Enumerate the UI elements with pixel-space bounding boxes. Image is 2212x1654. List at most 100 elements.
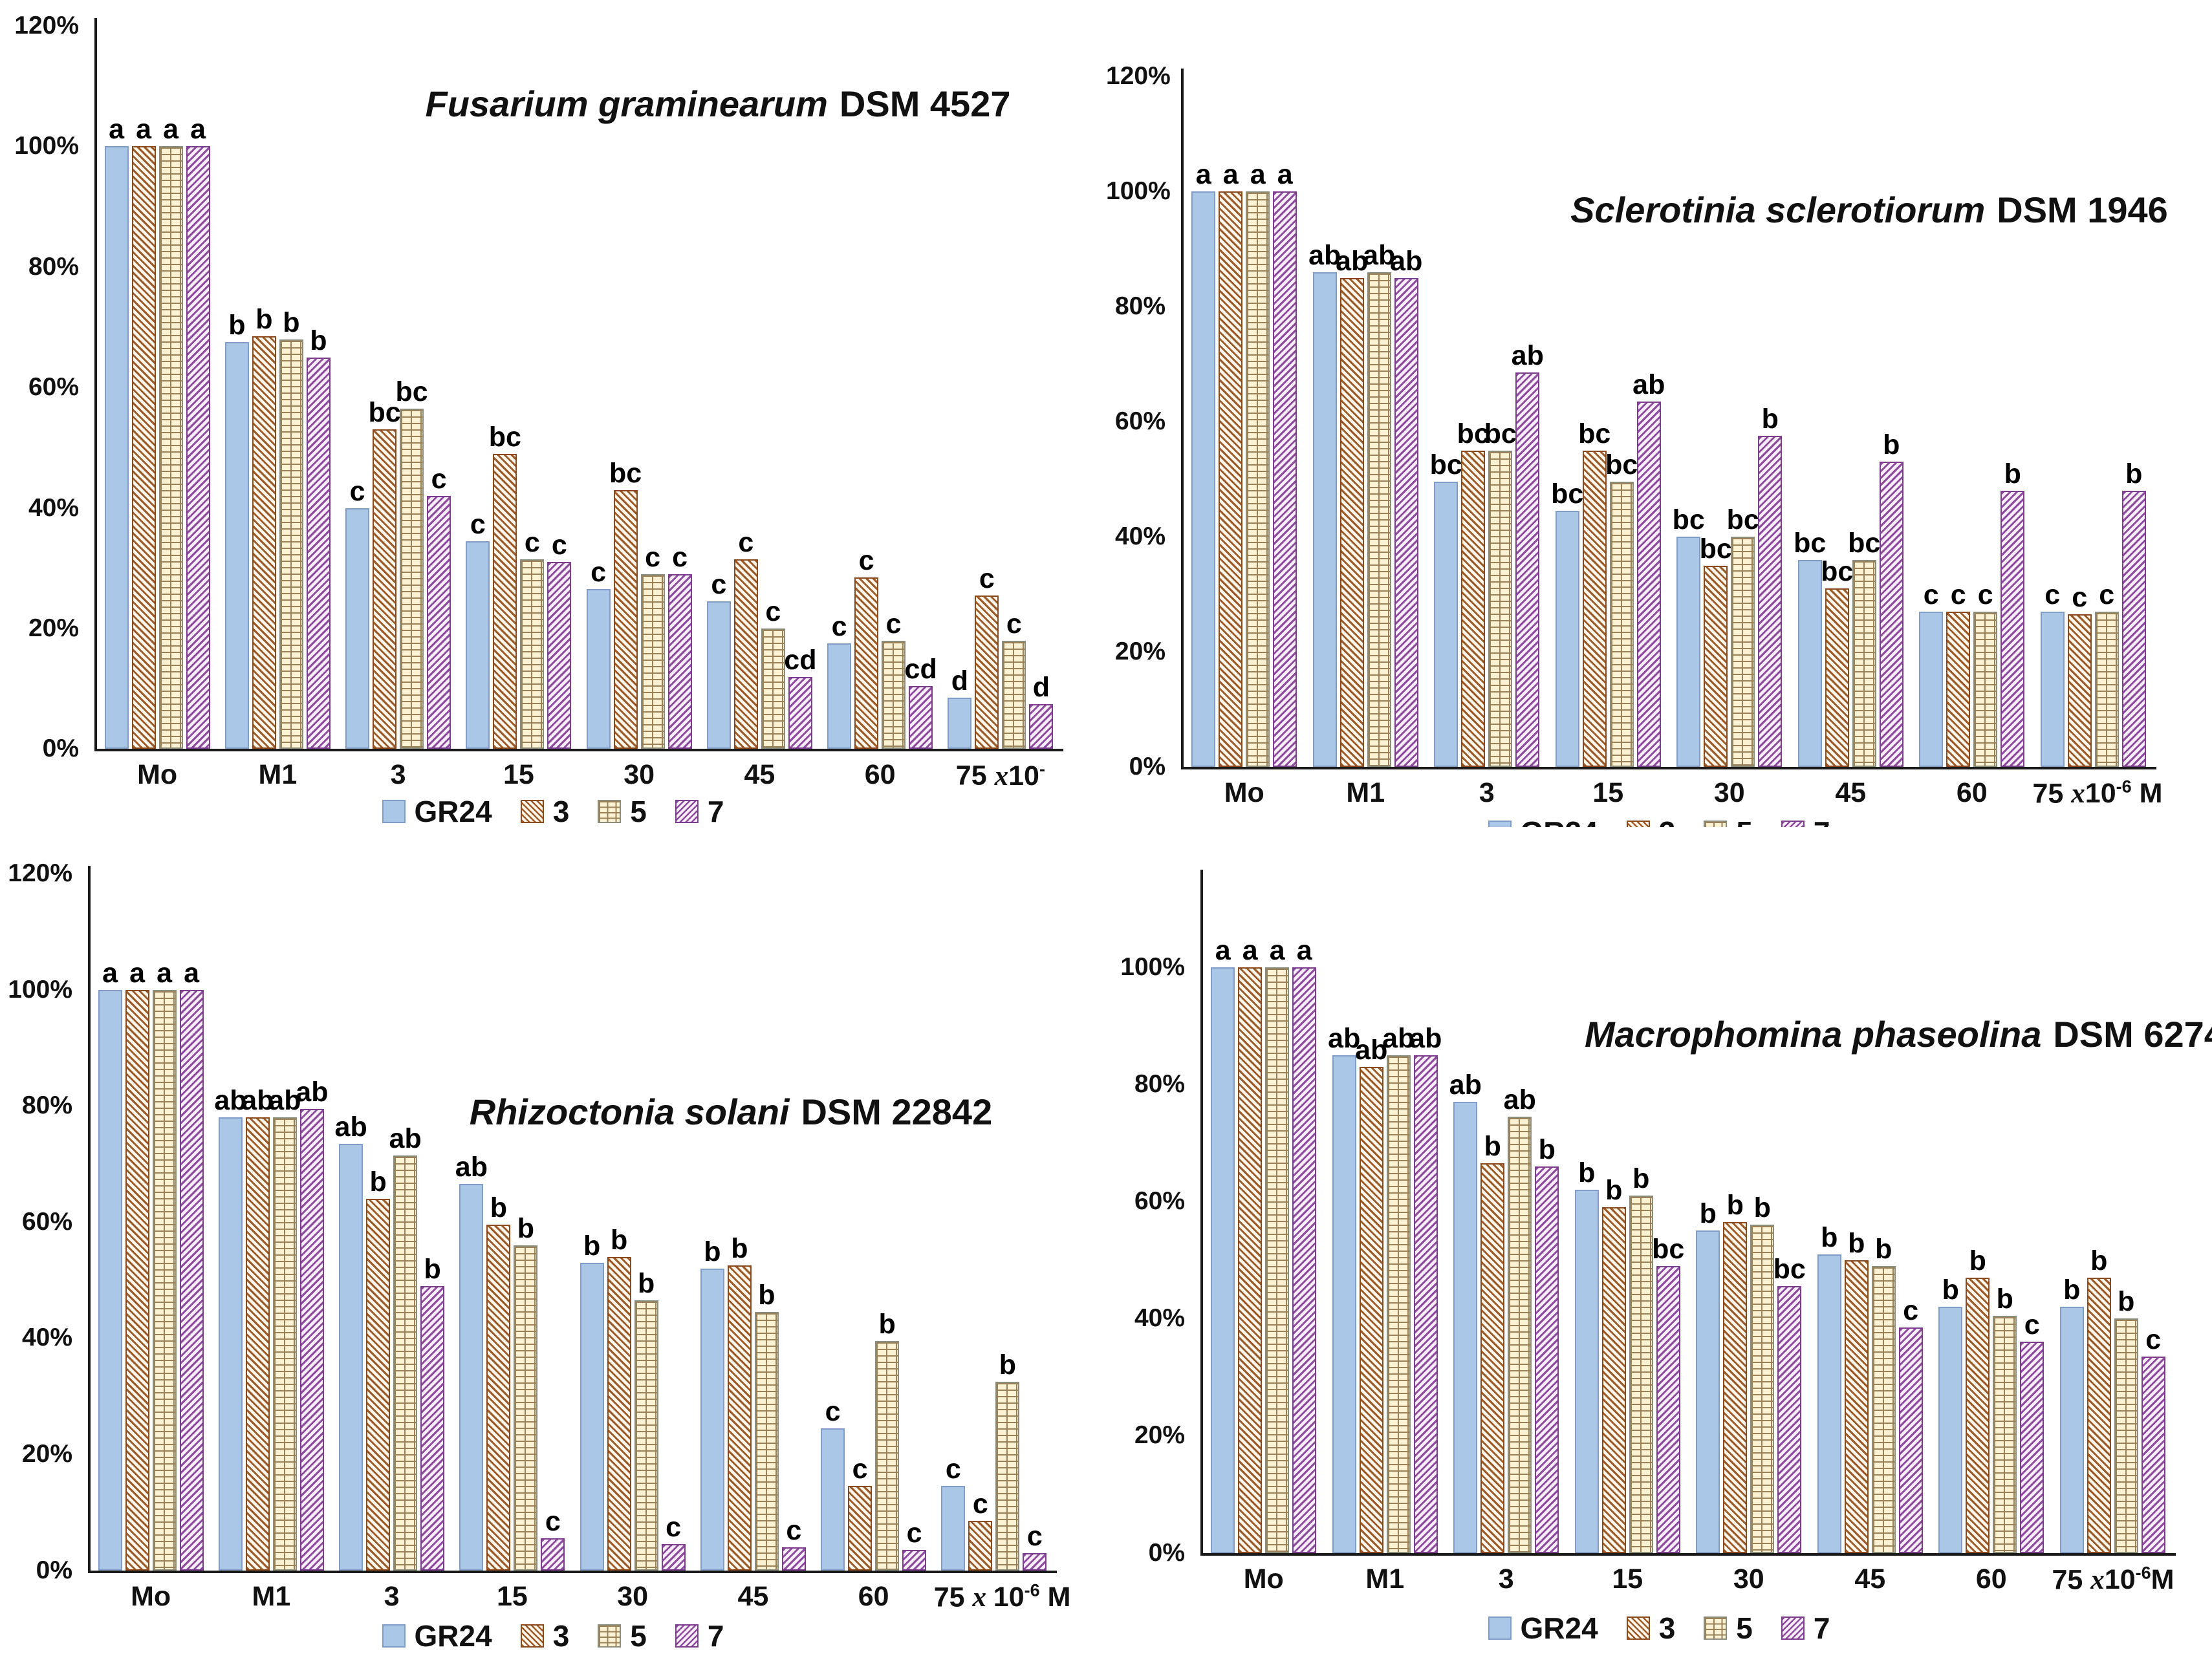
bar-7 xyxy=(179,989,204,1571)
bar-letter: b xyxy=(758,1279,775,1311)
bar-group: bc bc bc ab xyxy=(1548,76,1669,767)
bar-unit: c xyxy=(1919,581,1944,767)
bar-gr24 xyxy=(104,146,129,749)
bar-letter: bc xyxy=(1672,504,1705,535)
bar-gr24 xyxy=(1211,967,1235,1553)
y-tick-label: 0% xyxy=(1148,1538,1185,1567)
bar-unit: b xyxy=(2059,1276,2084,1553)
y-tick-label: 20% xyxy=(1114,638,1166,665)
bar-7 xyxy=(1273,191,1297,767)
legend-item: 3 xyxy=(520,794,569,827)
bar-5 xyxy=(1488,450,1513,767)
y-tick-label: 0% xyxy=(36,1556,72,1584)
bar-unit: ab xyxy=(1504,1086,1536,1553)
bar-letter: c xyxy=(2145,1324,2162,1356)
bar-letter: b xyxy=(999,1349,1017,1380)
bar-unit: c xyxy=(586,559,611,749)
bar-letter: b xyxy=(424,1253,441,1285)
bar-letter: b xyxy=(1996,1283,2013,1315)
bar-letter: b xyxy=(637,1268,655,1300)
bar-unit: b xyxy=(1966,1247,1990,1553)
legend-item: 7 xyxy=(675,794,724,827)
bar-unit: d xyxy=(1029,673,1054,749)
bar-unit: ab xyxy=(1390,247,1422,767)
bar-unit: b xyxy=(2001,460,2025,767)
bar-gr24 xyxy=(948,698,972,749)
legend-swatch-5 xyxy=(598,800,622,823)
bar-unit: b xyxy=(995,1349,1020,1571)
bar-3 xyxy=(1339,277,1364,767)
bar-unit: b xyxy=(2121,460,2146,767)
category-label: 3 xyxy=(1479,777,1495,808)
bar-3 xyxy=(125,989,149,1571)
x-axis-unit-suffix: x10- xyxy=(994,759,1045,791)
bar-7 xyxy=(420,1285,445,1571)
bar-letter: a xyxy=(157,957,173,989)
panel-fusarium-graminearum: Fusarium graminearum DSM 4527 120% 100% 80%… xyxy=(0,0,1106,827)
category-label: 60 xyxy=(1975,1563,2007,1595)
bar-7 xyxy=(2020,1342,2044,1553)
bar-3 xyxy=(607,1256,631,1571)
bar-3 xyxy=(366,1198,391,1571)
bar-7 xyxy=(781,1547,806,1571)
panel-macrophomina-phaseolina: Macrophomina phaseolina DSM 62744 100% 80%… xyxy=(1106,827,2212,1654)
panel-title: Sclerotinia sclerotiorum DSM 1946 xyxy=(1533,189,2206,231)
bar-unit: ab xyxy=(1409,1024,1442,1553)
bar-unit: ab xyxy=(241,1087,274,1571)
bar-unit: bc xyxy=(396,378,428,749)
bar-unit: b xyxy=(580,1232,604,1571)
legend-label: 3 xyxy=(1658,1611,1676,1645)
bar-5 xyxy=(640,574,665,749)
bar-3 xyxy=(1461,450,1486,767)
y-tick-label: 40% xyxy=(21,1324,72,1352)
bar-letter: a xyxy=(1242,934,1258,966)
bar-gr24 xyxy=(466,541,490,749)
bar-unit: c xyxy=(902,1520,927,1571)
bar-letter: ab xyxy=(1449,1069,1482,1101)
bar-unit: b xyxy=(279,308,303,749)
bar-5 xyxy=(1265,967,1290,1553)
category-label: Mo xyxy=(1224,777,1264,808)
bar-letter: c xyxy=(2024,1309,2040,1341)
bar-letter: c xyxy=(972,1488,988,1520)
bar-group: ab b ab b xyxy=(332,874,452,1571)
panel-rhizoctonia-solani: Rhizoctonia solani DSM 22842 120% 100% 80% 6… xyxy=(0,827,1106,1654)
bar-7 xyxy=(1777,1286,1802,1553)
bar-gr24 xyxy=(1696,1230,1720,1553)
bar-3 xyxy=(2087,1277,2111,1553)
x-axis-line xyxy=(94,749,1063,752)
category-label: 60 xyxy=(1956,777,1988,808)
legend-swatch-5 xyxy=(1704,821,1728,827)
bar-letter: c xyxy=(470,508,486,540)
legend-swatch-7 xyxy=(675,800,699,823)
category-label: 30 xyxy=(617,1580,649,1612)
bar-unit: bc xyxy=(1551,480,1583,767)
legend-item: 5 xyxy=(1704,815,1753,827)
bar-unit: bc xyxy=(1430,451,1462,767)
bar-unit: c xyxy=(1002,610,1026,749)
category-label: M1 xyxy=(258,759,298,791)
bar-unit: a xyxy=(125,959,149,1571)
bar-7 xyxy=(1413,1055,1438,1553)
bar-letter: c xyxy=(825,1395,841,1427)
y-tick-label: 60% xyxy=(1134,1187,1185,1216)
species-name: Fusarium graminearum xyxy=(425,83,828,124)
bar-unit: c xyxy=(2040,581,2065,767)
bar-letter: c xyxy=(1006,608,1022,639)
panel-sclerotinia-sclerotiorum: Sclerotinia sclerotiorum DSM 1946 120% 100… xyxy=(1106,0,2212,827)
bar-letter: cd xyxy=(904,653,937,685)
bar-unit: c xyxy=(975,564,999,749)
y-axis-line xyxy=(1181,69,1184,769)
bar-7 xyxy=(1758,436,1783,767)
bar-7 xyxy=(547,562,572,749)
bar-5 xyxy=(2094,611,2119,767)
bar-letter: bc xyxy=(1578,418,1611,449)
y-axis-line xyxy=(88,866,91,1573)
bar-unit: bc xyxy=(1484,420,1517,767)
category-label: 45 xyxy=(744,759,775,791)
legend-swatch-5 xyxy=(1704,1616,1728,1640)
bar-letter: a xyxy=(1195,159,1211,190)
